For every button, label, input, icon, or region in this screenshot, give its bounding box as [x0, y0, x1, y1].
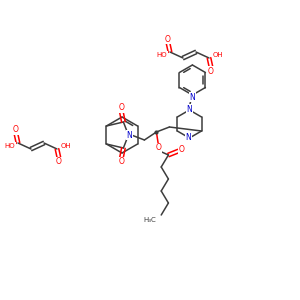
Text: O: O [178, 146, 184, 154]
Text: N: N [127, 130, 132, 140]
Text: OH: OH [61, 143, 71, 149]
Text: H₃C: H₃C [143, 217, 156, 223]
Text: N: N [187, 104, 192, 113]
Text: O: O [118, 103, 124, 112]
Text: N: N [185, 134, 191, 142]
Text: O: O [13, 125, 19, 134]
Text: O: O [155, 143, 161, 152]
Text: O: O [56, 158, 62, 166]
Text: O: O [118, 158, 124, 166]
Text: OH: OH [213, 52, 223, 58]
Text: N: N [190, 92, 195, 101]
Text: O: O [165, 34, 171, 43]
Text: O: O [208, 67, 214, 76]
Text: HO: HO [157, 52, 167, 58]
Text: HO: HO [5, 143, 15, 149]
